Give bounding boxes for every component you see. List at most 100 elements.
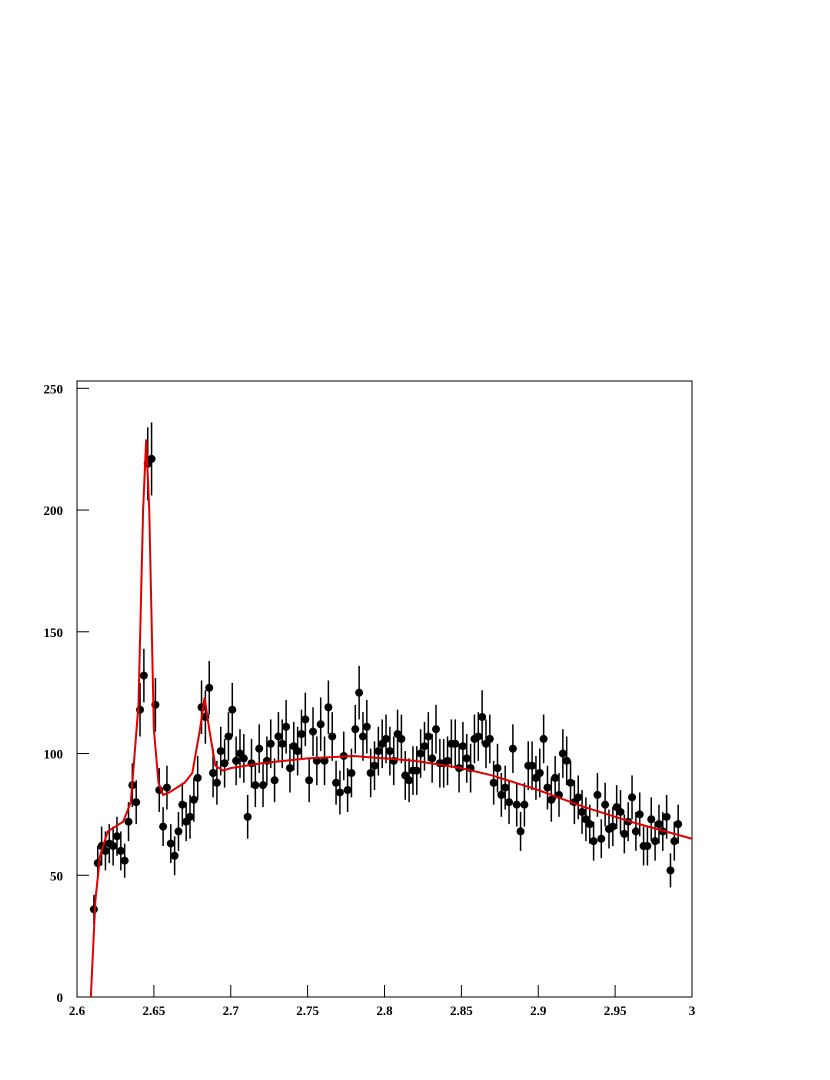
data-point xyxy=(566,778,575,787)
x-tick-label: 2.9 xyxy=(530,1003,547,1018)
data-point xyxy=(274,732,283,741)
data-point xyxy=(493,764,502,773)
data-point xyxy=(643,842,652,851)
data-point xyxy=(112,832,121,841)
data-point xyxy=(462,754,471,763)
data-point xyxy=(616,807,625,816)
data-point xyxy=(428,754,437,763)
data-point xyxy=(358,732,367,741)
data-point xyxy=(370,761,379,770)
data-point xyxy=(132,798,141,807)
data-point xyxy=(270,776,279,785)
data-point xyxy=(382,734,391,743)
data-point xyxy=(205,683,214,692)
data-point xyxy=(147,454,156,463)
data-point xyxy=(405,776,414,785)
data-point xyxy=(654,820,663,829)
data-point xyxy=(186,812,195,821)
data-point xyxy=(255,744,264,753)
data-point xyxy=(512,800,521,809)
data-point xyxy=(159,822,168,831)
data-point xyxy=(528,761,537,770)
fit-curve xyxy=(89,439,693,998)
data-point xyxy=(293,747,302,756)
x-tick-label: 2.75 xyxy=(296,1003,319,1018)
data-point xyxy=(432,725,441,734)
data-point xyxy=(424,732,433,741)
data-point xyxy=(362,722,371,731)
data-point xyxy=(366,769,375,777)
data-point xyxy=(385,747,394,756)
data-point xyxy=(220,759,229,768)
x-tick-label: 2.6 xyxy=(69,1003,86,1018)
data-point xyxy=(374,747,383,756)
data-point xyxy=(228,705,237,714)
data-point xyxy=(193,773,202,782)
data-point xyxy=(666,866,675,875)
data-point xyxy=(328,732,337,741)
data-point xyxy=(320,756,329,765)
data-point xyxy=(631,827,640,836)
data-point xyxy=(162,783,171,792)
data-point xyxy=(301,715,310,724)
data-point xyxy=(516,827,525,836)
data-point xyxy=(601,800,610,809)
data-point xyxy=(139,671,148,680)
data-point xyxy=(178,800,187,809)
data-point xyxy=(520,800,529,809)
data-point xyxy=(443,756,452,765)
y-tick-label: 100 xyxy=(44,747,64,762)
data-point xyxy=(535,769,544,777)
data-point xyxy=(543,783,552,792)
data-point xyxy=(266,739,275,748)
data-point xyxy=(335,788,344,797)
data-point xyxy=(608,822,617,831)
x-tick-label: 2.7 xyxy=(223,1003,240,1018)
data-point xyxy=(282,722,291,731)
data-point xyxy=(458,742,467,751)
data-point xyxy=(285,764,294,773)
data-point xyxy=(558,749,567,758)
data-point xyxy=(478,713,487,721)
data-point xyxy=(597,834,606,843)
data-point xyxy=(243,812,252,821)
y-tick-label: 250 xyxy=(44,381,64,396)
data-point xyxy=(332,778,341,787)
data-point xyxy=(539,734,548,743)
data-point xyxy=(347,769,356,777)
data-point xyxy=(593,790,602,799)
data-point xyxy=(589,837,598,846)
data-point xyxy=(343,786,352,795)
x-tick-label: 2.95 xyxy=(604,1003,627,1018)
data-point xyxy=(224,732,233,741)
data-point xyxy=(574,793,583,802)
data-point xyxy=(278,739,287,748)
data-point xyxy=(120,856,129,865)
data-point xyxy=(259,781,268,790)
data-point xyxy=(451,739,460,748)
data-point xyxy=(251,781,260,790)
x-tick-label: 2.85 xyxy=(450,1003,473,1018)
y-tick-label: 150 xyxy=(44,625,64,640)
data-point xyxy=(647,815,656,824)
data-point xyxy=(547,795,556,804)
x-tick-label: 2.8 xyxy=(376,1003,393,1018)
data-point xyxy=(412,766,421,775)
data-point xyxy=(397,734,406,743)
data-point xyxy=(628,793,637,802)
x-tick-label: 3 xyxy=(689,1003,696,1018)
y-tick-label: 50 xyxy=(50,868,63,883)
data-point xyxy=(670,837,679,846)
data-point xyxy=(174,827,183,836)
data-point xyxy=(124,817,133,826)
data-point xyxy=(635,810,644,819)
frame xyxy=(76,380,693,998)
data-point xyxy=(497,790,506,799)
data-point xyxy=(620,829,629,838)
data-point xyxy=(305,776,314,785)
data-point xyxy=(351,725,360,734)
data-point xyxy=(316,720,325,729)
data-point xyxy=(505,798,514,807)
data-point xyxy=(474,732,483,741)
y-tick-label: 200 xyxy=(44,503,64,518)
